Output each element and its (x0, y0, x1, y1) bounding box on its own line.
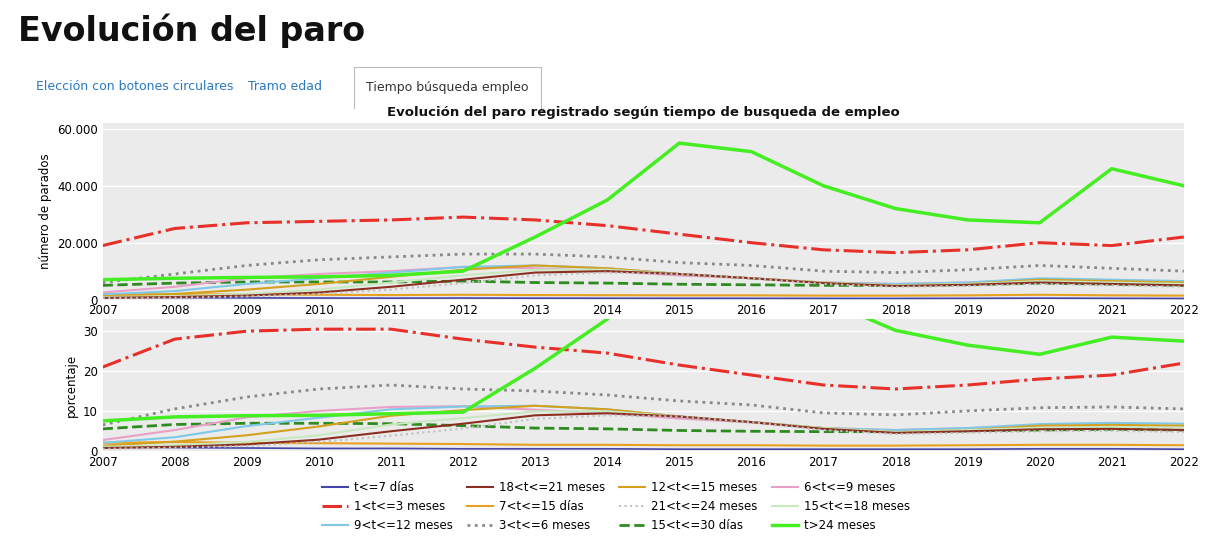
Y-axis label: número de parados: número de parados (39, 153, 52, 269)
Text: Tramo edad: Tramo edad (248, 80, 321, 94)
Title: Evolución del paro registrado según tiempo de busqueda de empleo: Evolución del paro registrado según tiem… (387, 106, 900, 119)
Legend: t<=7 días, 1<t<=3 meses, 9<t<=12 meses, 18<t<=21 meses, 7<t<=15 días, 3<t<=6 mes: t<=7 días, 1<t<=3 meses, 9<t<=12 meses, … (319, 478, 913, 536)
Text: Elección con botones circulares: Elección con botones circulares (36, 80, 233, 94)
Text: Evolución del paro: Evolución del paro (18, 14, 365, 49)
Y-axis label: porcentaje: porcentaje (64, 353, 77, 417)
Text: Tiempo búsqueda empleo: Tiempo búsqueda empleo (366, 81, 529, 94)
